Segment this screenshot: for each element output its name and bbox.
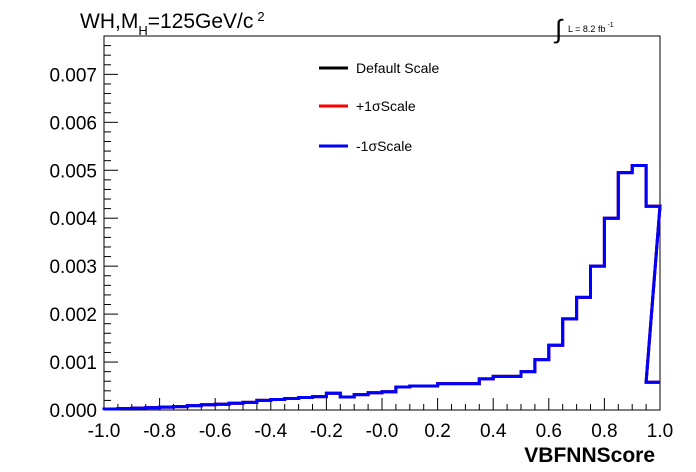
chart-title: WH,MH=125GeV/c 2 (80, 9, 265, 38)
y-tick-label: 0.004 (49, 209, 97, 230)
x-tick-label: -1.0 (88, 421, 121, 442)
legend-label: -1σScale (356, 138, 412, 154)
legend: Default Scale +1σScale -1σScale (319, 60, 439, 154)
x-tick-label: -0.0 (366, 421, 399, 442)
histogram-series-0 (102, 163, 662, 411)
histogram-series-2 (102, 163, 662, 411)
title-main: WH,M (80, 10, 138, 33)
x-tick-label: -0.8 (143, 421, 176, 442)
y-tick-label: 0.006 (49, 113, 97, 134)
y-axis: 0.000 0.001 0.002 0.003 0.004 0.005 0.006 0.007 (49, 45, 118, 422)
histogram-series-1 (102, 163, 662, 411)
x-tick-label: 0.8 (591, 421, 617, 442)
x-tick-label: 0.2 (424, 421, 450, 442)
title-rest: =125GeV/c (148, 10, 254, 33)
lumi-label: L = 8.2 fb (568, 24, 605, 34)
x-tick-label: -0.2 (310, 421, 343, 442)
x-tick-label: -0.4 (254, 421, 287, 442)
lumi-superscript: -1 (607, 22, 613, 29)
x-tick-label: -0.6 (199, 421, 232, 442)
legend-label: +1σScale (356, 98, 416, 114)
lumi-text: L = 8.2 fb -1 (568, 22, 614, 34)
title-subscript: H (138, 23, 147, 38)
y-tick-label: 0.007 (49, 65, 97, 86)
y-tick-label: 0.001 (49, 353, 97, 374)
title-superscript: 2 (257, 9, 264, 24)
x-axis-label: VBFNNScore (524, 444, 655, 467)
x-tick-label: 0.4 (480, 421, 507, 442)
y-tick-label: 0.002 (49, 305, 97, 326)
y-tick-label: 0.005 (49, 161, 97, 182)
legend-label: Default Scale (356, 60, 439, 76)
x-axis: -1.0 -0.8 -0.6 -0.4 -0.2 -0.0 0.2 0.4 0.6 0.8 1.0 (88, 398, 673, 442)
x-tick-label: 1.0 (647, 421, 673, 442)
series-layer (102, 163, 662, 411)
y-tick-label: 0.003 (49, 257, 97, 278)
y-tick-label: 0.000 (49, 401, 97, 422)
lumi-integral: ∫ (553, 14, 564, 44)
x-tick-label: 0.6 (536, 421, 562, 442)
plot-frame (103, 35, 661, 411)
